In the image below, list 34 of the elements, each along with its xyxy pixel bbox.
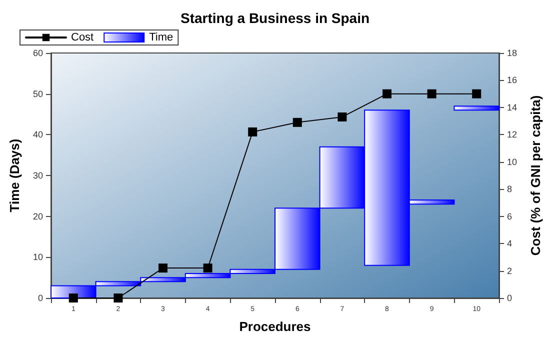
point: [472, 89, 482, 98]
y2-tick-label: 18: [507, 48, 518, 58]
y-tick-label: 20: [32, 211, 43, 222]
y-tick-label: 40: [32, 130, 43, 140]
y2-tick-label: 12: [507, 130, 518, 140]
y2-tick-label: 10: [507, 156, 518, 167]
y-tick-label: 50: [32, 88, 43, 99]
bar: [454, 106, 500, 111]
y2-tick-label: 6: [507, 211, 512, 222]
y2-tick-label: 14: [507, 102, 518, 112]
point: [427, 89, 436, 98]
y-tick-label: 60: [32, 48, 43, 58]
point: [68, 294, 78, 302]
point: [382, 89, 392, 98]
legend-label: Time: [149, 32, 174, 44]
y2-tick-label: 16: [507, 75, 518, 86]
y2-tick-label: 0: [507, 293, 512, 303]
y-axis-title: Time (Days): [7, 138, 22, 212]
y2-tick-label: 2: [507, 266, 512, 276]
point: [338, 112, 347, 122]
y-tick-label: 10: [32, 252, 43, 262]
y-tick-label: 0: [38, 293, 43, 303]
y-tick-label: 30: [32, 170, 43, 180]
y2-tick-label: 4: [507, 238, 512, 249]
y2-tick-label: 8: [507, 184, 512, 194]
point: [158, 264, 168, 273]
legend-label: Cost: [71, 32, 94, 44]
point: [114, 294, 123, 302]
point: [292, 118, 302, 127]
chart-title: Starting a Business in Spain: [180, 10, 370, 26]
point: [248, 127, 258, 136]
x-axis-title: Procedures: [239, 319, 311, 334]
y2-axis-title: Cost (% of GNI per capita): [528, 95, 543, 256]
point: [203, 264, 212, 273]
